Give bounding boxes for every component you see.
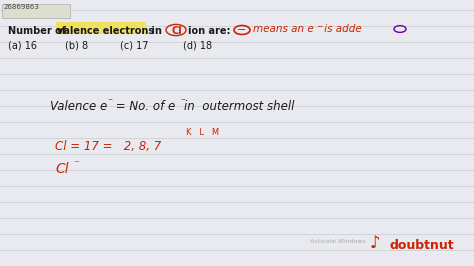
Text: (d) 18: (d) 18: [183, 40, 212, 50]
Text: Valence e: Valence e: [50, 100, 107, 113]
Text: means an e: means an e: [253, 24, 314, 34]
Text: Activate Windows: Activate Windows: [310, 239, 366, 244]
Text: (a) 16: (a) 16: [8, 40, 37, 50]
Text: Cl = 17 =   2, 8, 7: Cl = 17 = 2, 8, 7: [55, 140, 161, 153]
Text: ⁻: ⁻: [180, 97, 185, 107]
Text: Number of: Number of: [8, 26, 69, 36]
Text: ⁻: ⁻: [107, 97, 112, 107]
Text: (b) 8: (b) 8: [65, 40, 88, 50]
Text: Cl: Cl: [172, 26, 183, 36]
Text: in  outermost shell: in outermost shell: [184, 100, 294, 113]
Text: ♪: ♪: [370, 234, 381, 252]
FancyBboxPatch shape: [56, 22, 146, 34]
Text: K   L   M: K L M: [186, 128, 219, 137]
Text: doubtnut: doubtnut: [390, 239, 455, 252]
Text: = No. of e: = No. of e: [112, 100, 175, 113]
Text: ⁻: ⁻: [73, 159, 79, 169]
Text: valence electrons: valence electrons: [57, 26, 154, 36]
Text: 26869863: 26869863: [4, 4, 40, 10]
Text: in: in: [148, 26, 165, 36]
FancyBboxPatch shape: [2, 4, 70, 18]
Text: ion are:: ion are:: [188, 26, 230, 36]
Text: (c) 17: (c) 17: [120, 40, 148, 50]
Text: is adde: is adde: [321, 24, 362, 34]
Text: Cl: Cl: [55, 162, 69, 176]
Text: −: −: [316, 22, 322, 31]
Text: −: −: [237, 25, 246, 35]
